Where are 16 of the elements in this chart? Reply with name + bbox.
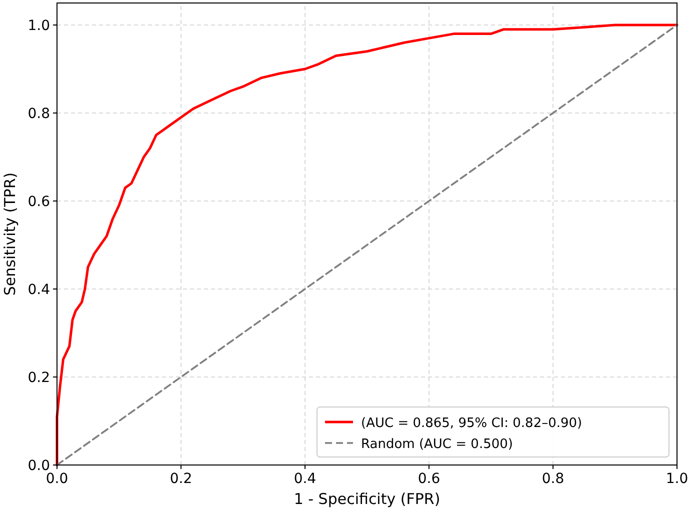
x-tick-label: 1.0	[666, 471, 688, 487]
x-tick-label: 0.6	[418, 471, 440, 487]
legend-label: Random (AUC = 0.500)	[361, 437, 513, 452]
x-tick-label: 0.4	[294, 471, 316, 487]
y-tick-label: 0.6	[28, 194, 50, 210]
y-tick-label: 0.4	[28, 282, 50, 298]
y-tick-label: 1.0	[28, 18, 50, 34]
x-tick-label: 0.0	[46, 471, 68, 487]
x-axis-title: 1 - Specificity (FPR)	[294, 490, 440, 508]
y-tick-label: 0.2	[28, 370, 50, 386]
y-tick-label: 0.0	[28, 458, 50, 474]
y-tick-label: 0.8	[28, 106, 50, 122]
x-tick-label: 0.8	[542, 471, 564, 487]
x-tick-label: 0.2	[170, 471, 192, 487]
legend-label: (AUC = 0.865, 95% CI: 0.82–0.90)	[361, 416, 582, 431]
y-axis-title: Sensitivity (TPR)	[1, 172, 19, 296]
